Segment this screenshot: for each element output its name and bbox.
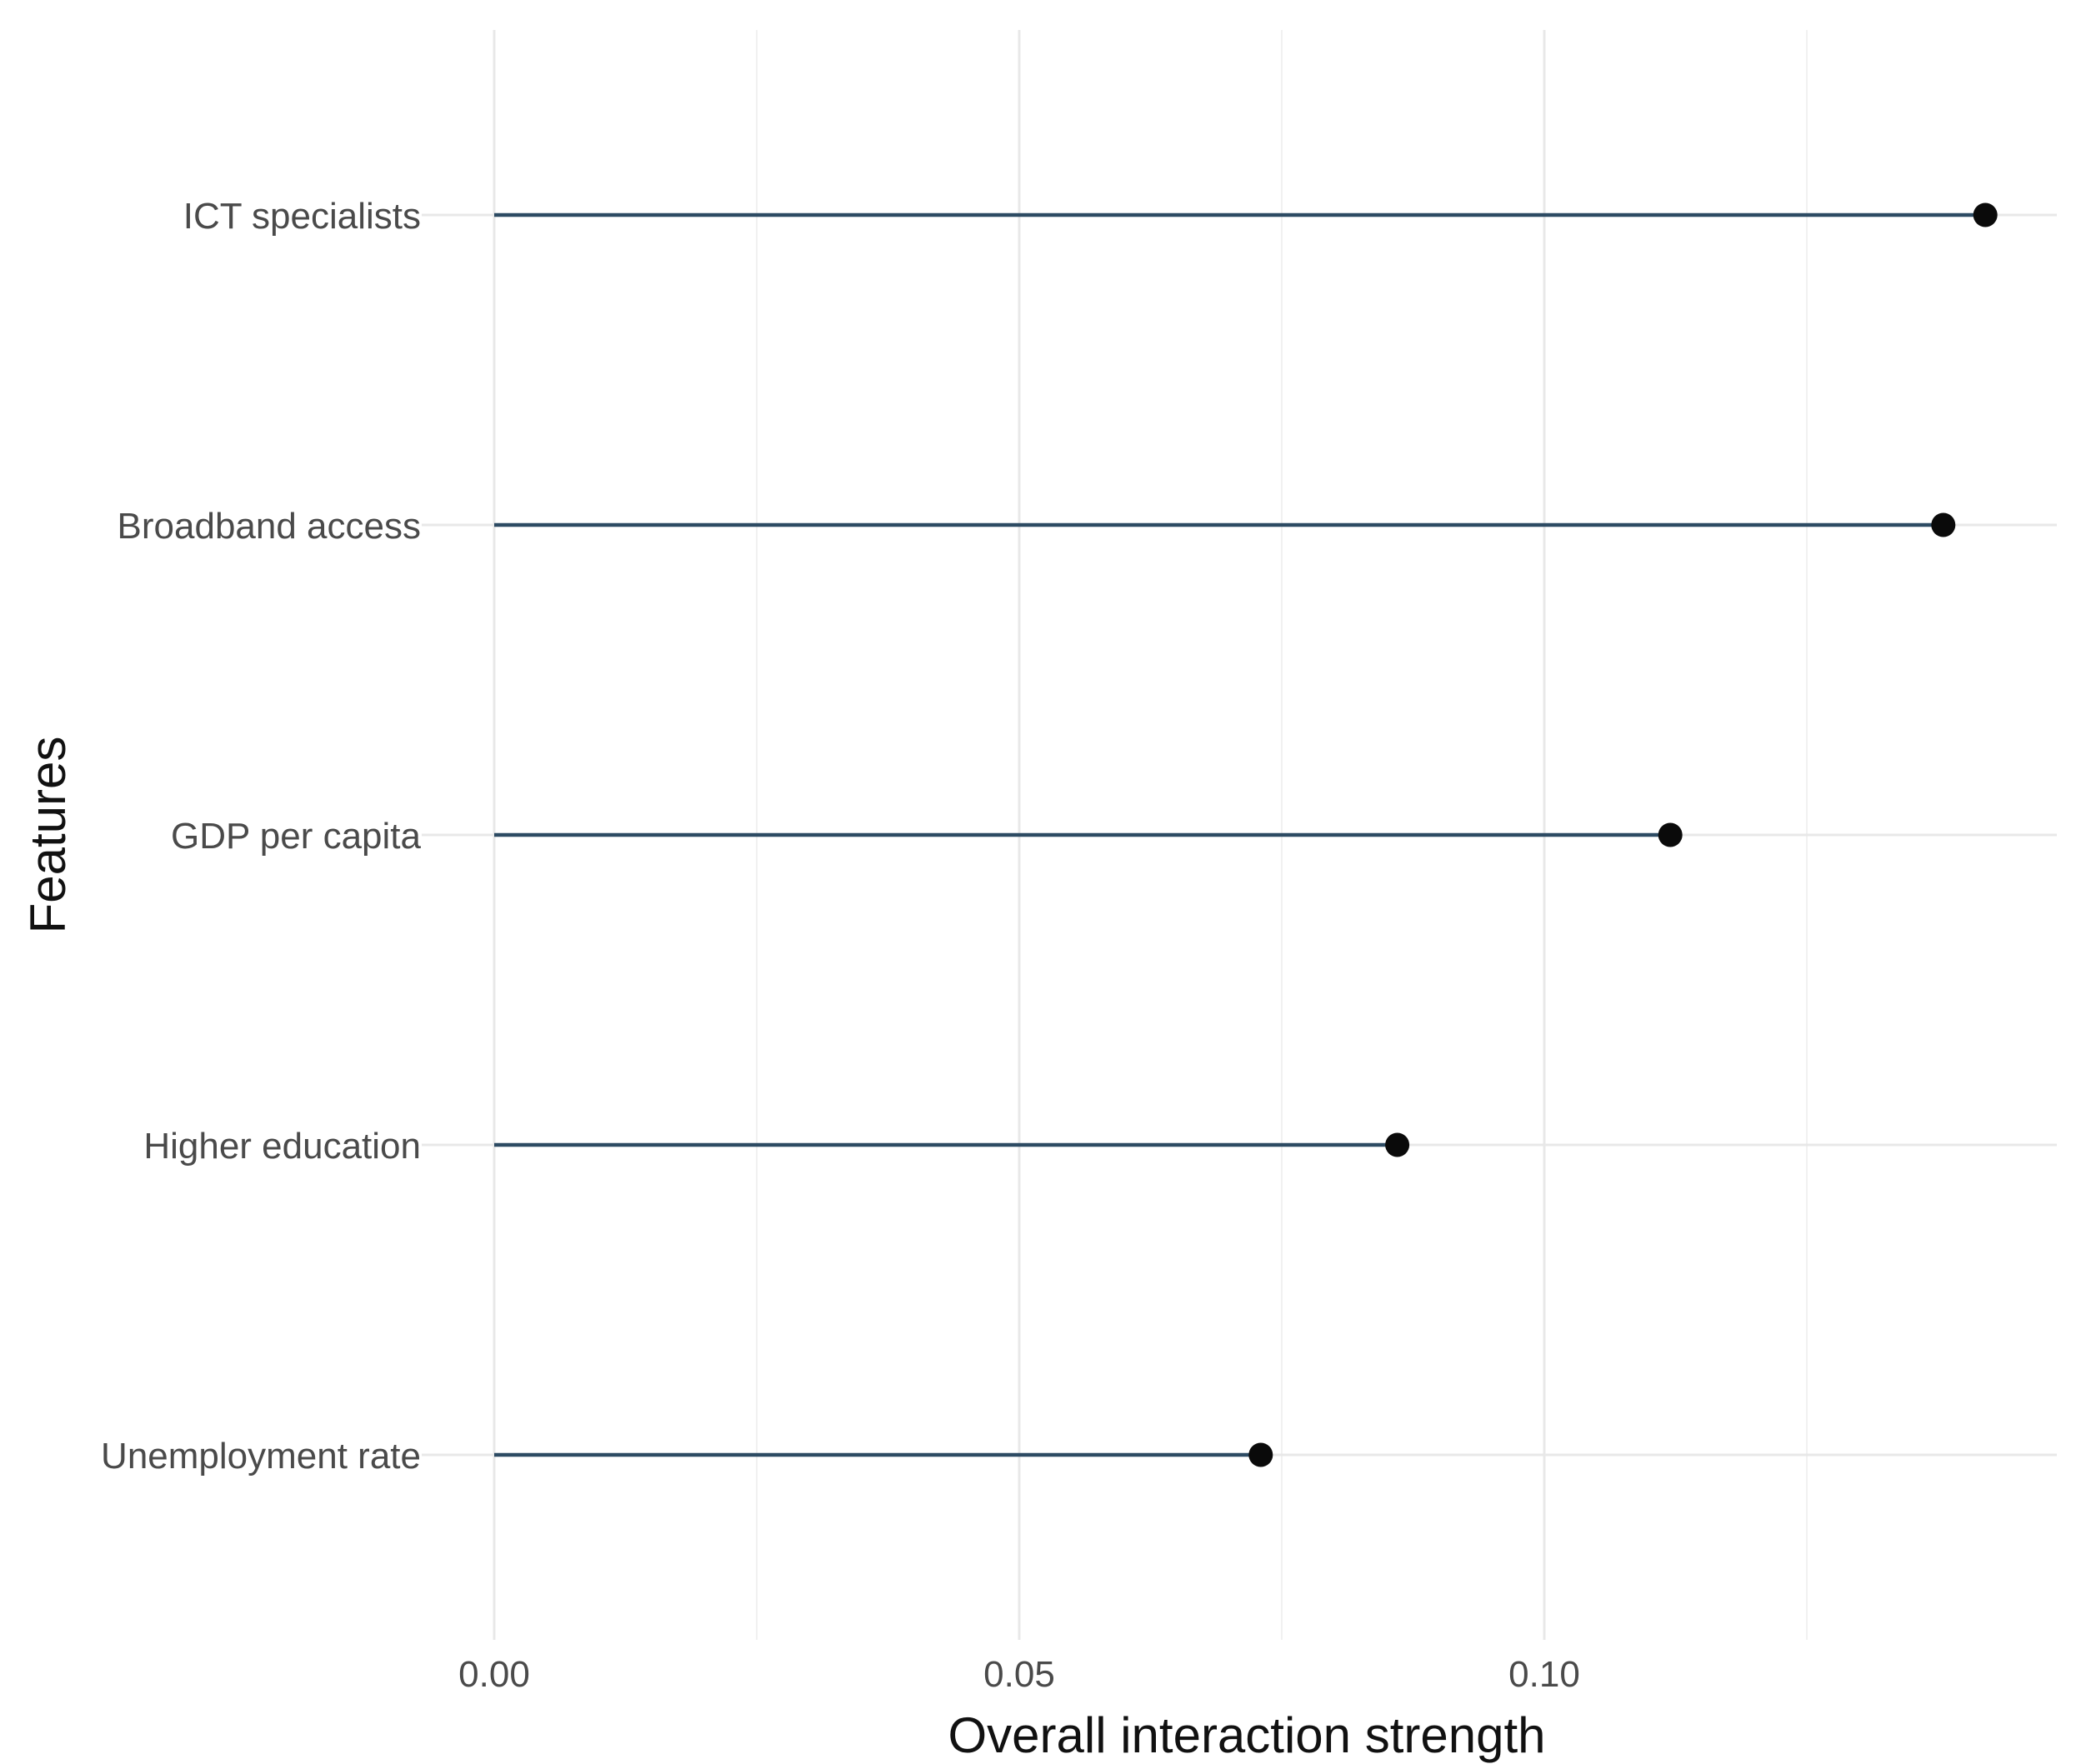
- lollipop-point: [1973, 202, 1998, 227]
- y-axis-category-label: Higher education: [143, 1126, 421, 1167]
- x-axis-title: Overall interaction strength: [948, 1707, 1546, 1763]
- y-axis-category-label: Unemployment rate: [101, 1436, 421, 1477]
- y-axis-category-label: ICT specialists: [183, 196, 421, 237]
- x-axis-tick-label: 0.10: [1508, 1654, 1580, 1695]
- y-axis-category-label: Broadband access: [118, 506, 421, 547]
- lollipop-point: [1658, 822, 1683, 847]
- x-axis-tick-label: 0.00: [458, 1654, 530, 1695]
- lollipop-point: [1385, 1132, 1410, 1157]
- lollipop-point: [1931, 512, 1956, 537]
- x-axis-tick-label: 0.05: [983, 1654, 1055, 1695]
- lollipop-point: [1248, 1442, 1273, 1467]
- y-axis-title: Features: [20, 736, 76, 934]
- y-axis-category-label: GDP per capita: [171, 816, 422, 857]
